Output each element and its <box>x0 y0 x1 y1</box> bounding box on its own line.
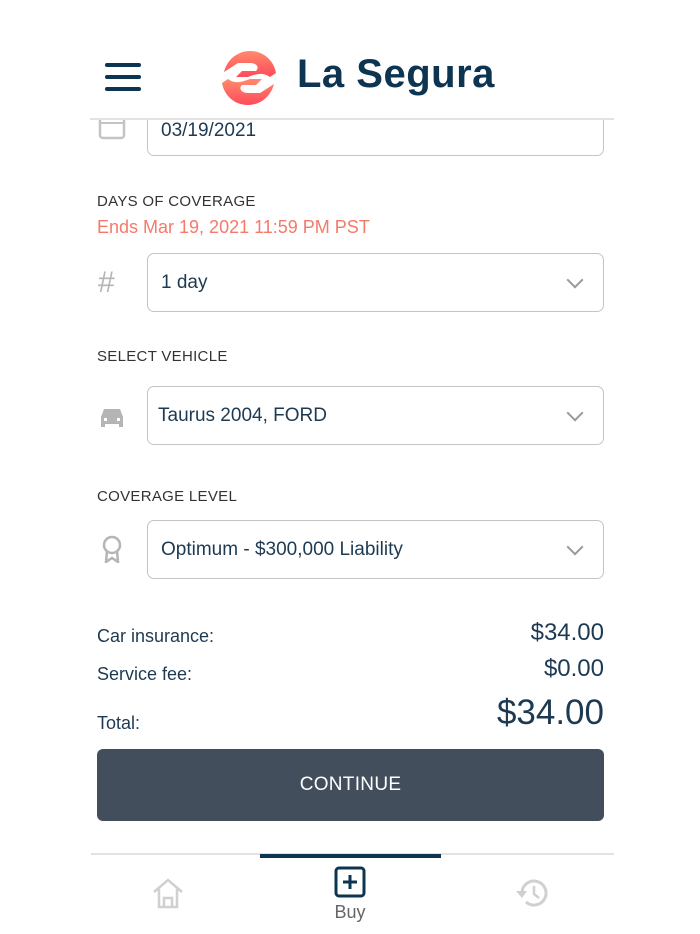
vehicle-label: SELECT VEHICLE <box>97 348 228 365</box>
start-date-value: 03/19/2021 <box>161 119 257 141</box>
active-tab-indicator <box>260 854 441 858</box>
coverage-end-note: Ends Mar 19, 2021 11:59 PM PST <box>97 217 370 237</box>
days-select[interactable]: 1 day <box>147 253 604 312</box>
plus-square-icon <box>334 866 366 898</box>
car-insurance-value: $34.00 <box>530 619 604 646</box>
header-divider <box>90 118 614 120</box>
chevron-down-icon <box>566 271 584 289</box>
vehicle-value: Taurus 2004, FORD <box>158 404 327 426</box>
hash-icon: # <box>98 266 115 299</box>
total-value: $34.00 <box>496 693 604 732</box>
home-icon[interactable] <box>152 877 184 909</box>
hands-logo <box>222 51 276 105</box>
service-fee-value: $0.00 <box>543 655 604 682</box>
vehicle-select[interactable]: Taurus 2004, FORD <box>147 386 604 445</box>
car-insurance-label: Car insurance: <box>97 626 215 646</box>
coverage-select[interactable]: Optimum - $300,000 Liability <box>147 520 604 579</box>
car-icon <box>101 409 123 427</box>
coverage-label: COVERAGE LEVEL <box>97 488 238 505</box>
coverage-value: Optimum - $300,000 Liability <box>161 538 403 560</box>
history-icon[interactable] <box>515 877 549 909</box>
brand-name: La Segura <box>297 52 495 96</box>
chevron-down-icon <box>566 404 584 422</box>
app-header: La Segura <box>0 0 700 118</box>
nav-buy-label: Buy <box>334 902 366 922</box>
award-icon <box>102 535 122 563</box>
continue-button[interactable]: CONTINUE <box>97 749 604 821</box>
service-fee-label: Service fee: <box>97 664 193 684</box>
nav-buy[interactable]: Buy <box>334 866 366 928</box>
days-label: DAYS OF COVERAGE <box>97 193 256 210</box>
hamburger-icon[interactable] <box>105 63 141 99</box>
chevron-down-icon <box>566 538 584 556</box>
days-value: 1 day <box>161 271 208 293</box>
total-label: Total: <box>97 713 141 733</box>
